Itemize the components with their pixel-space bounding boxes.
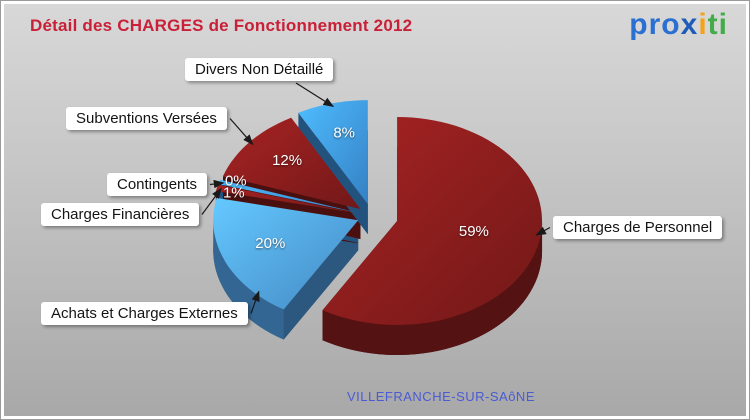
percent-label: 20% [255,235,285,252]
slice-callout-3: Contingents [107,173,208,196]
percent-label: 59% [459,223,489,240]
percent-label: 1% [223,185,245,202]
slice-callout-5: Divers Non Détaillé [185,58,334,81]
pie-slice-4[interactable] [223,117,361,210]
brand-letter: pr [629,8,662,41]
callout-arrow [209,179,225,189]
percent-label: 0% [225,173,247,190]
percent-label: 8% [333,125,355,142]
slice-callout-0: Charges de Personnel [553,216,723,239]
chart-canvas: Détail des CHARGES de Fonctionnement 201… [4,4,746,416]
page-title: Détail des CHARGES de Fonctionnement 201… [30,16,413,35]
callout-arrow [229,118,254,146]
slice-callout-2: Charges Financières [41,203,200,226]
pie-slice-0[interactable] [322,117,543,325]
pie-slice-3[interactable] [218,179,358,213]
pie-slice-cut-face [283,220,359,340]
brand-letter: t [707,8,719,41]
brand-letter: o [661,8,681,41]
callout-arrow [535,226,551,236]
brand-letter: x [680,8,699,41]
pie-slice-1[interactable] [213,197,359,310]
pie-slice-rim [213,220,284,340]
brand-letter: i [718,8,728,41]
percent-label: 12% [272,152,302,169]
location-label: VILLEFRANCHE-SUR-SAôNE [347,389,535,404]
callout-arrow [250,290,260,314]
pie-slice-2[interactable] [215,184,358,214]
pie-slice-5[interactable] [298,100,368,205]
slice-callout-4: Subventions Versées [66,107,227,130]
slice-callout-1: Achats et Charges Externes [41,302,248,325]
pie-slice-rim [322,221,543,355]
brand-logo: proxiti [629,8,728,42]
callout-arrow [201,187,222,215]
brand-letter: i [698,8,708,41]
pie-chart: 8% 12% 0%1% 59% 20% [201,82,551,355]
callout-arrow [295,82,335,108]
